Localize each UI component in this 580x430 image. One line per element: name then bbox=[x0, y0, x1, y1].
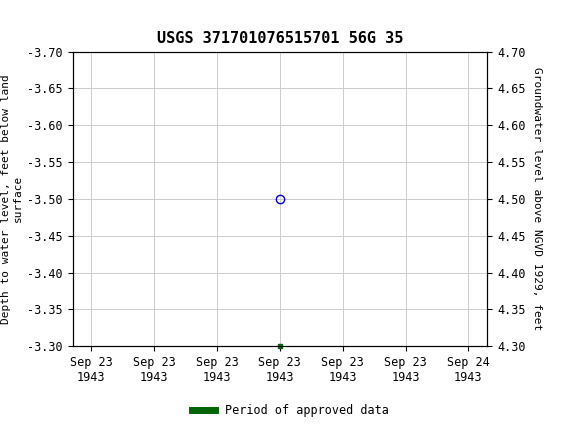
Title: USGS 371701076515701 56G 35: USGS 371701076515701 56G 35 bbox=[157, 31, 403, 46]
Y-axis label: Depth to water level, feet below land
surface: Depth to water level, feet below land su… bbox=[1, 74, 23, 324]
Legend: Period of approved data: Period of approved data bbox=[187, 399, 393, 422]
Y-axis label: Groundwater level above NGVD 1929, feet: Groundwater level above NGVD 1929, feet bbox=[532, 67, 542, 331]
Text: ▒USGS: ▒USGS bbox=[3, 9, 57, 31]
